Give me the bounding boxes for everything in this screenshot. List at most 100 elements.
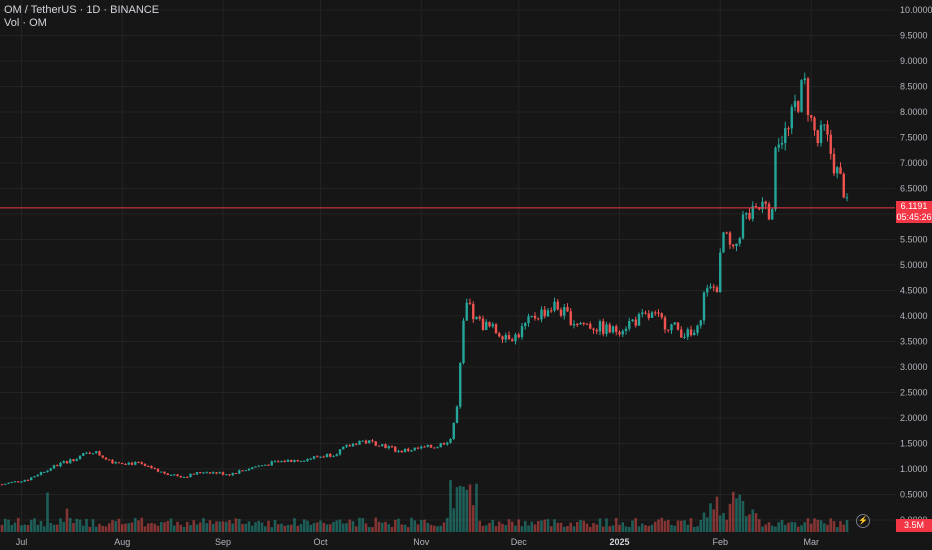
volume-bar: [39, 520, 43, 532]
volume-bar: [312, 523, 316, 532]
volume-bar: [660, 517, 664, 532]
candles: [0, 72, 849, 486]
candle-body: [800, 80, 803, 112]
volume-bar: [23, 524, 27, 532]
candle-body: [283, 460, 286, 462]
volume-bar: [543, 519, 547, 532]
volume-bar: [127, 523, 131, 532]
candle-body: [228, 474, 231, 476]
candle-body: [52, 465, 56, 469]
lightning-icon[interactable]: ⚡: [856, 514, 870, 528]
volume-bar: [309, 524, 313, 532]
candle-body: [764, 201, 767, 204]
candle-body: [303, 460, 306, 462]
candle-body: [358, 440, 361, 445]
x-tick-label: Aug: [114, 537, 130, 547]
volume-bar: [114, 521, 118, 532]
candle-body: [680, 329, 683, 338]
candle-body: [823, 124, 826, 126]
volume-bar: [816, 519, 820, 532]
volume-bar: [566, 526, 569, 532]
candle-body: [293, 460, 296, 462]
candle-body: [221, 472, 225, 475]
candle-body: [696, 325, 699, 333]
candle-body: [56, 465, 59, 467]
candle-body: [660, 313, 663, 318]
volume-bar: [488, 523, 491, 532]
candle-body: [189, 473, 192, 478]
candle-body: [839, 167, 842, 174]
candle-body: [345, 445, 348, 447]
candle-body: [312, 456, 316, 459]
volume-bar: [390, 527, 394, 532]
candle-body: [75, 459, 78, 461]
volume-bar: [143, 526, 147, 532]
volume-bar: [29, 519, 33, 532]
volume-bar: [637, 526, 641, 532]
candle-body: [605, 324, 608, 334]
volume-bar: [803, 522, 807, 532]
volume-bar: [478, 520, 482, 532]
volume-bar: [465, 489, 469, 532]
symbol-title[interactable]: OM / TetherUS · 1D · BINANCE: [4, 4, 160, 16]
volume-bar: [338, 519, 342, 532]
volume-bar: [780, 519, 784, 532]
candle-body: [566, 307, 569, 312]
volume-bar: [501, 523, 504, 532]
candle-body: [121, 462, 124, 464]
volume-bar: [835, 527, 839, 532]
candle-body: [732, 244, 735, 247]
y-tick-label: 7.0000: [900, 158, 928, 168]
volume-bar: [494, 526, 498, 532]
volume-bar: [211, 523, 215, 532]
candle-body: [150, 465, 153, 469]
candle-body: [143, 464, 147, 466]
candle-body: [481, 318, 485, 331]
candle-body: [595, 330, 598, 332]
candle-body: [163, 471, 166, 474]
volume-bar: [728, 503, 732, 532]
volume-bar: [676, 520, 680, 532]
candle-body: [205, 472, 208, 474]
volume-bar: [621, 522, 625, 532]
candle-body: [556, 301, 559, 310]
chart-legend: OM / TetherUS · 1D · BINANCE Vol · OM: [4, 4, 159, 30]
volume-bar: [527, 525, 530, 532]
candle-body: [459, 363, 462, 407]
volume-bar: [679, 520, 683, 532]
volume-bar: [52, 524, 56, 532]
volume-bar: [267, 520, 270, 532]
volume-bar: [644, 525, 647, 532]
candle-body: [754, 206, 758, 208]
candle-body: [462, 320, 465, 364]
volume-bar: [26, 524, 30, 532]
candle-body: [624, 328, 628, 331]
candle-body: [738, 238, 741, 244]
candle-body: [423, 446, 426, 448]
candle-body: [806, 78, 810, 116]
candle-body: [306, 458, 309, 461]
volume-bar: [328, 524, 332, 532]
volume-bar: [257, 520, 261, 532]
volume-indicator-title[interactable]: Vol · OM: [4, 17, 47, 29]
volume-bar: [273, 519, 277, 532]
volume-bar: [397, 518, 400, 532]
x-tick-label: Jul: [16, 537, 28, 547]
volume-bar: [731, 491, 735, 532]
volume-bar: [319, 520, 322, 532]
volume-bars: [0, 480, 849, 532]
y-tick-label: 10.0000: [900, 5, 932, 15]
volume-bar: [575, 521, 579, 532]
volume-bar: [302, 519, 306, 532]
candle-body: [169, 474, 173, 476]
candle-body: [387, 446, 390, 449]
y-tick-label: 5.5000: [900, 235, 928, 245]
candle-body: [816, 130, 819, 144]
x-tick-label: Nov: [413, 537, 430, 547]
volume-bar: [813, 518, 816, 532]
y-tick-label: 8.0000: [900, 107, 928, 117]
volume-bar: [777, 522, 781, 532]
candle-body: [810, 115, 813, 118]
candle-body: [85, 452, 88, 454]
